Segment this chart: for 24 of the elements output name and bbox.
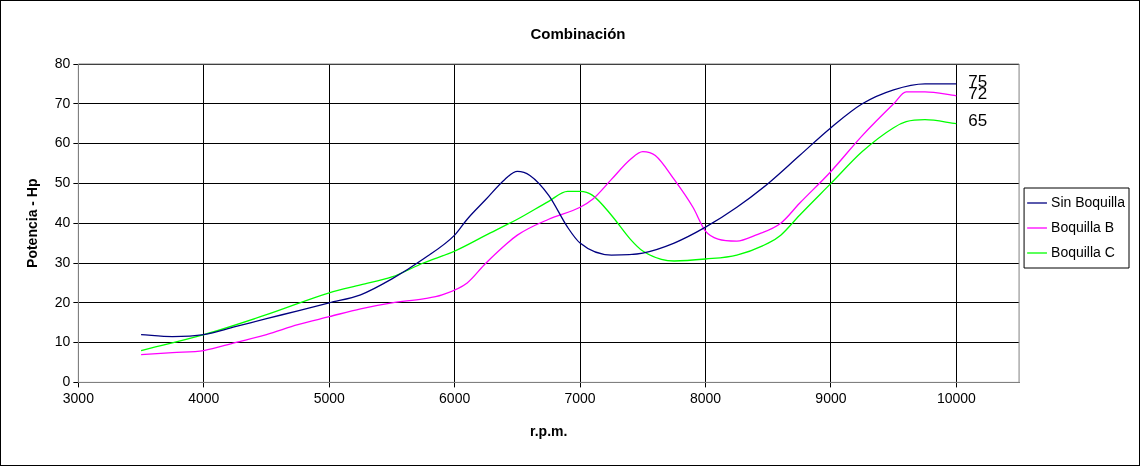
- x-tick-label: 5000: [313, 389, 345, 406]
- y-tick-label: 50: [54, 174, 71, 191]
- data-label: 65: [968, 111, 988, 131]
- x-axis-title: r.p.m.: [530, 423, 568, 440]
- y-tick-label: 20: [54, 293, 71, 310]
- x-tick-label: 10000: [936, 389, 977, 406]
- x-tick-label: 9000: [815, 389, 847, 406]
- legend-label: Boquilla C: [1051, 243, 1115, 260]
- y-tick-label: 70: [54, 94, 71, 111]
- x-tick-label: 3000: [62, 389, 95, 406]
- x-tick-label: 8000: [689, 389, 722, 406]
- legend-label: Boquilla B: [1051, 218, 1115, 235]
- y-tick-label: 80: [54, 54, 71, 71]
- x-tick-label: 7000: [564, 389, 596, 406]
- x-tick-label: 6000: [439, 389, 471, 406]
- x-tick-label: 4000: [188, 389, 220, 406]
- y-tick-label: 40: [54, 214, 71, 231]
- chart-title: Combinación: [530, 25, 626, 43]
- y-tick-label: 60: [54, 134, 71, 151]
- y-tick-label: 0: [62, 373, 71, 390]
- y-tick-label: 30: [54, 253, 71, 270]
- y-tick-label: 10: [54, 333, 71, 350]
- legend-label: Sin Boquilla: [1051, 193, 1126, 210]
- y-axis-title: Potencia - Hp: [24, 178, 41, 268]
